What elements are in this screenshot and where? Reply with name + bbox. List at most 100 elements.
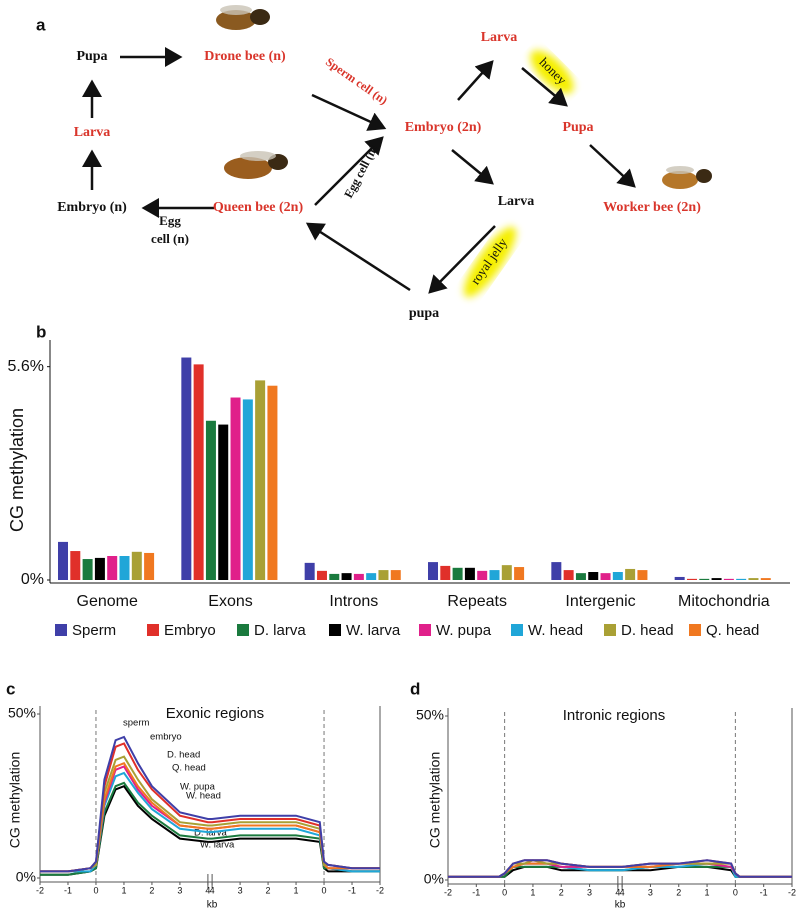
x-tick-label: 4	[620, 887, 625, 897]
y-tick-label: 50%	[8, 705, 36, 721]
bar	[119, 556, 130, 580]
bar	[600, 573, 611, 580]
bar	[131, 551, 142, 580]
bar	[218, 424, 229, 580]
bar	[477, 570, 488, 580]
highlight	[463, 226, 517, 298]
y-axis-label: CG methylation	[7, 408, 27, 532]
arrows	[82, 47, 636, 294]
legend-label: Q. head	[706, 622, 759, 639]
node-label: Larva	[74, 125, 111, 140]
bar	[193, 364, 204, 580]
line	[40, 755, 380, 873]
bee-icon	[216, 5, 270, 30]
line	[448, 859, 792, 878]
highlight	[530, 50, 574, 94]
bar	[551, 562, 562, 580]
bar	[82, 559, 93, 580]
legend-swatch	[329, 624, 341, 636]
panel-label: c	[6, 679, 15, 698]
diagram: a Pupa Drone bee (n) Larva Embryo (n) Qu…	[36, 5, 712, 321]
x-tick-label: 0	[733, 887, 738, 897]
node-label: Pupa	[76, 49, 107, 64]
bar	[390, 570, 401, 580]
x-tick-label: Mitochondria	[678, 593, 770, 610]
bar	[723, 578, 734, 580]
x-tick-label: 2	[676, 887, 681, 897]
panel-label: d	[410, 679, 420, 698]
node-label: Pupa	[562, 120, 593, 135]
bar	[514, 567, 525, 580]
bar	[304, 562, 315, 580]
x-tick-label: 2	[266, 885, 271, 895]
x-tick-label: 3	[238, 885, 243, 895]
x-tick-label: -1	[472, 887, 480, 897]
bar	[711, 578, 722, 580]
x-tick-label: -2	[36, 885, 44, 895]
node-label: Worker bee (2n)	[603, 200, 701, 215]
bar	[366, 573, 377, 580]
bar	[329, 573, 340, 580]
line	[40, 742, 380, 873]
legend-swatch	[55, 624, 67, 636]
x-tick-label: -2	[376, 885, 384, 895]
edge-label: Egg	[159, 213, 181, 228]
line	[448, 859, 792, 878]
series-label: sperm	[123, 718, 149, 729]
y-tick-label: 0%	[16, 869, 36, 885]
bar	[230, 397, 241, 580]
x-tick-label: Exons	[208, 593, 252, 610]
series-label: Q. head	[172, 763, 206, 774]
bar	[428, 562, 438, 580]
bar	[440, 565, 451, 580]
legend-swatch	[419, 624, 431, 636]
bar	[255, 380, 266, 580]
x-tick-label: 3	[648, 887, 653, 897]
line	[40, 735, 380, 873]
edge-label: cell (n)	[151, 231, 189, 246]
y-tick-label: 50%	[416, 707, 444, 723]
y-tick-label: 0%	[424, 871, 444, 887]
x-tick-label: -2	[444, 887, 452, 897]
bar	[612, 572, 623, 580]
node-label: pupa	[409, 306, 439, 321]
legend-swatch	[511, 624, 523, 636]
series-label: W. head	[186, 791, 221, 802]
bar	[181, 357, 192, 580]
bar	[242, 399, 253, 580]
bar	[501, 565, 512, 580]
x-tick-label: 3	[587, 887, 592, 897]
bar	[588, 572, 599, 580]
node-label: Drone bee (n)	[204, 49, 286, 64]
node-label: Larva	[481, 30, 518, 45]
bar	[575, 573, 586, 580]
bar	[736, 578, 747, 580]
series-label: embryo	[150, 732, 182, 743]
x-tick-label: 1	[294, 885, 299, 895]
series-label: W. larva	[200, 840, 235, 851]
legend-label: W. pupa	[436, 622, 492, 639]
edge-label: Sperm cell (n)	[323, 55, 390, 108]
panel-label: a	[36, 15, 46, 34]
bar	[686, 578, 697, 580]
x-tick-label: -1	[348, 885, 356, 895]
chart-title: Exonic regions	[166, 705, 264, 722]
bar	[674, 576, 685, 580]
x-tick-label: 2	[559, 887, 564, 897]
legend-swatch	[237, 624, 249, 636]
y-axis-label: CG methylation	[7, 752, 23, 848]
bar	[316, 570, 327, 580]
bar	[58, 541, 68, 580]
legend-label: W. head	[528, 622, 583, 639]
x-tick-label: 1	[121, 885, 126, 895]
chart-title: Intronic regions	[563, 707, 666, 724]
legend-label: D. head	[621, 622, 674, 639]
bar	[353, 573, 364, 580]
bar	[205, 420, 216, 580]
line	[40, 761, 380, 873]
x-tick-label: 1	[530, 887, 535, 897]
y-tick-label: 0%	[21, 571, 44, 588]
y-tick-label: 5.6%	[8, 358, 44, 375]
x-tick-label: 1	[705, 887, 710, 897]
